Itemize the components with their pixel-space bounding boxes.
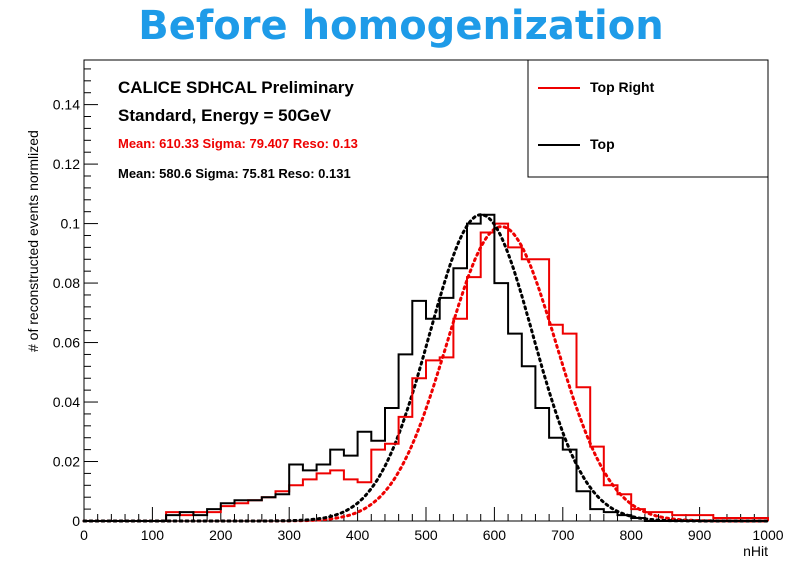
fit-curve xyxy=(82,213,770,523)
x-tick-label: 800 xyxy=(620,527,644,543)
legend: Top Right Top xyxy=(527,59,769,178)
annotation-energy: Standard, Energy = 50GeV xyxy=(118,106,332,125)
legend-box xyxy=(527,59,769,178)
histogram-top-right xyxy=(84,222,769,522)
x-tick-label: 500 xyxy=(414,527,438,543)
y-tick-label: 0.06 xyxy=(53,335,80,351)
x-tick-label: 0 xyxy=(80,527,88,543)
y-tick-label: 0.08 xyxy=(53,275,80,291)
y-tick-label: 0.04 xyxy=(53,394,80,410)
y-tick-label: 0.12 xyxy=(53,156,80,172)
x-tick-label: 400 xyxy=(346,527,370,543)
stats-red: Mean: 610.33 Sigma: 79.407 Reso: 0.13 xyxy=(118,136,358,151)
x-tick-label: 700 xyxy=(551,527,575,543)
y-axis-label: # of reconstructed events normlized xyxy=(25,130,41,352)
y-tick-label: 0.02 xyxy=(53,454,80,470)
slide-title: Before homogenization xyxy=(138,3,664,49)
histogram-top xyxy=(84,213,768,522)
legend-label-top: Top xyxy=(590,136,615,152)
x-tick-label: 900 xyxy=(688,527,712,543)
y-tick-label: 0.1 xyxy=(61,216,81,232)
x-axis-label: nHit xyxy=(743,543,768,559)
y-tick-label: 0.14 xyxy=(53,97,80,113)
stats-black: Mean: 580.6 Sigma: 75.81 Reso: 0.131 xyxy=(118,166,351,181)
y-tick-label: 0 xyxy=(72,513,80,529)
x-tick-label: 300 xyxy=(278,527,302,543)
x-tick-label: 1000 xyxy=(752,527,783,543)
x-tick-label: 200 xyxy=(209,527,233,543)
x-tick-label: 600 xyxy=(483,527,507,543)
x-tick-label: 100 xyxy=(141,527,165,543)
legend-label-top-right: Top Right xyxy=(590,79,655,95)
annotation-title: CALICE SDHCAL Preliminary xyxy=(118,78,354,97)
